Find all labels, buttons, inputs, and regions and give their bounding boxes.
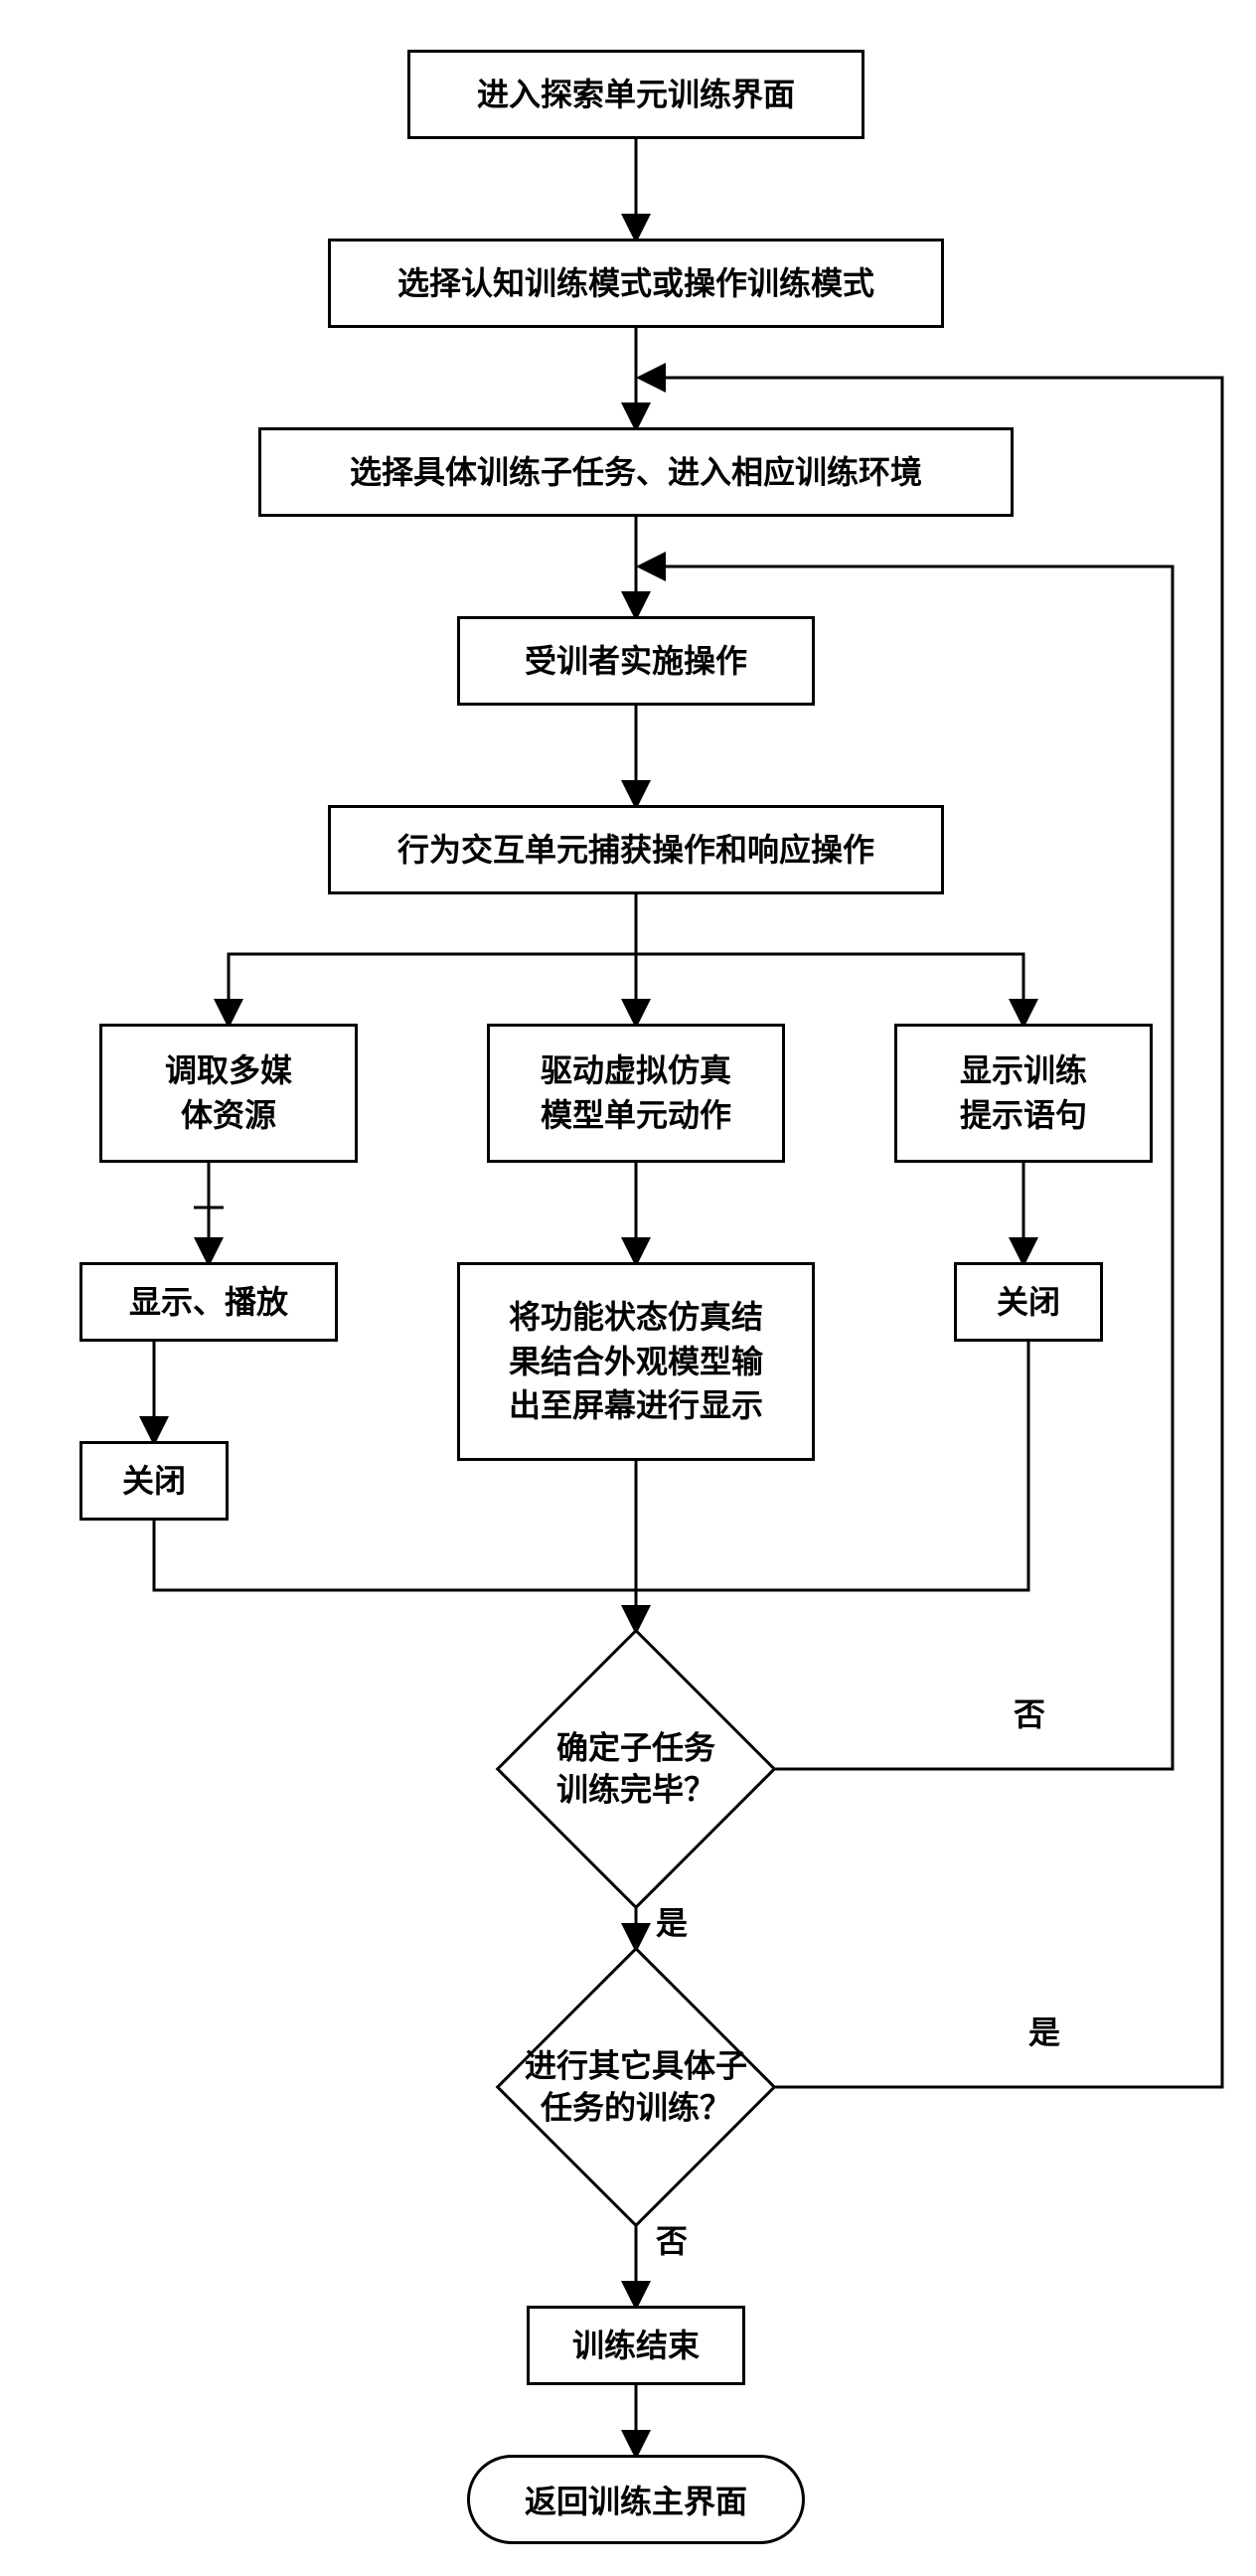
node-trainee-operate: 受训者实施操作 — [457, 616, 815, 706]
node-training-end: 训练结束 — [527, 2306, 745, 2385]
node-text: 选择具体训练子任务、进入相应训练环境 — [350, 450, 922, 495]
node-enter-explore: 进入探索单元训练界面 — [407, 50, 864, 139]
decision-text: 进行其它具体子任务的训练？ — [497, 2045, 775, 2128]
node-text: 显示、播放 — [129, 1280, 288, 1325]
node-text: 训练结束 — [572, 2324, 700, 2368]
node-display-play: 显示、播放 — [79, 1262, 338, 1342]
label-no-d2: 否 — [656, 2216, 688, 2262]
node-text: 关闭 — [122, 1459, 186, 1504]
node-close-left: 关闭 — [79, 1441, 229, 1521]
node-text: 选择认知训练模式或操作训练模式 — [397, 261, 874, 306]
node-return-main: 返回训练主界面 — [467, 2455, 805, 2544]
node-text: 驱动虚拟仿真模型单元动作 — [541, 1048, 731, 1138]
node-text: 行为交互单元捕获操作和响应操作 — [397, 828, 874, 873]
node-capture-response: 行为交互单元捕获操作和响应操作 — [328, 805, 944, 894]
node-drive-sim: 驱动虚拟仿真模型单元动作 — [487, 1024, 785, 1163]
label-yes-d1: 是 — [656, 1898, 688, 1944]
node-text: 进入探索单元训练界面 — [477, 73, 795, 117]
label-yes-d2: 是 — [1028, 2008, 1060, 2053]
node-output-screen: 将功能状态仿真结果结合外观模型输出至屏幕进行显示 — [457, 1262, 815, 1461]
decision-subtask-done: 确定子任务训练完毕？ — [537, 1670, 735, 1868]
decision-text: 确定子任务训练完毕？ — [497, 1727, 775, 1810]
node-show-hint: 显示训练提示语句 — [894, 1024, 1153, 1163]
node-fetch-media: 调取多媒体资源 — [99, 1024, 358, 1163]
node-text: 显示训练提示语句 — [960, 1048, 1087, 1138]
node-text: 受训者实施操作 — [525, 639, 747, 684]
node-select-subtask: 选择具体训练子任务、进入相应训练环境 — [258, 427, 1014, 517]
node-text: 返回训练主界面 — [525, 2477, 747, 2522]
node-text: 关闭 — [997, 1280, 1060, 1325]
node-text: 将功能状态仿真结果结合外观模型输出至屏幕进行显示 — [509, 1295, 763, 1428]
decision-other-subtask: 进行其它具体子任务的训练？ — [537, 1988, 735, 2186]
node-close-right: 关闭 — [954, 1262, 1103, 1342]
node-select-mode: 选择认知训练模式或操作训练模式 — [328, 239, 944, 328]
label-no-d1: 否 — [1014, 1690, 1045, 1735]
node-text: 调取多媒体资源 — [165, 1048, 292, 1138]
